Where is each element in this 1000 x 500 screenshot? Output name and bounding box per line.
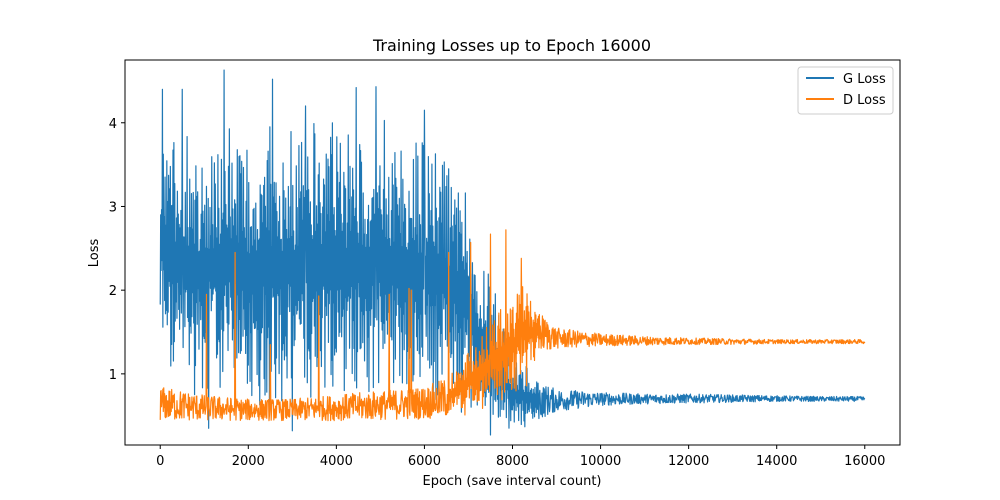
y-tick-label: 1 — [109, 368, 117, 383]
series-line-g-loss — [159, 69, 866, 436]
x-tick-label: 8000 — [496, 454, 529, 469]
series-line-d-loss — [159, 229, 866, 422]
legend: G Loss D Loss — [797, 66, 894, 115]
y-tick-label: 3 — [109, 200, 117, 215]
x-tick-label: 16000 — [844, 454, 885, 469]
y-axis-title: Loss — [87, 239, 102, 268]
series-layer — [159, 69, 866, 436]
y-tick-label: 2 — [109, 284, 117, 299]
x-axis-title: Epoch (save interval count) — [422, 474, 601, 489]
x-tick-label: 0 — [156, 454, 164, 469]
x-tick-label: 6000 — [408, 454, 441, 469]
x-tick-label: 2000 — [232, 454, 265, 469]
legend-label-g-loss: G Loss — [843, 72, 886, 87]
x-tick-label: 14000 — [756, 454, 797, 469]
x-axis: 0 2000 4000 6000 8000 10000 12000 14000 16000 — [156, 445, 885, 469]
x-tick-label: 4000 — [320, 454, 353, 469]
plot-area — [159, 69, 866, 436]
legend-label-d-loss: D Loss — [843, 93, 886, 108]
x-tick-label: 12000 — [668, 454, 709, 469]
chart-title: Training Losses up to Epoch 16000 — [372, 36, 651, 55]
y-axis: 1 2 3 4 — [109, 117, 125, 383]
y-tick-label: 4 — [109, 117, 117, 132]
x-tick-label: 10000 — [580, 454, 621, 469]
